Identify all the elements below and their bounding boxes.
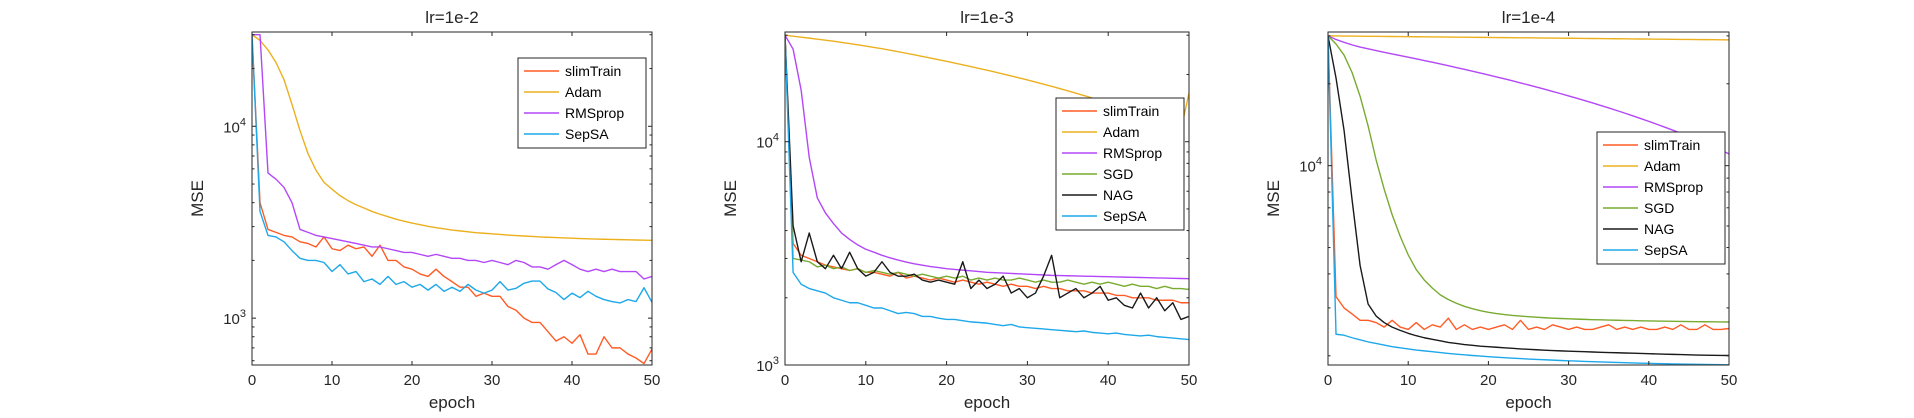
- chart-panel-3: 0 10 20 30 40 50 104 lr=1e-4 epoch MSE slimTrain Ad…: [1264, 8, 1737, 412]
- series-line-sepsa: [785, 35, 1189, 341]
- chart-title: lr=1e-2: [425, 8, 478, 27]
- legend: slimTrain Adam RMSprop SepSA: [517, 57, 647, 149]
- legend-item-slimtrain: slimTrain: [1603, 137, 1700, 153]
- series-line-nag: [785, 35, 1189, 321]
- series-line-sepsa: [252, 34, 652, 304]
- legend-label: slimTrain: [1103, 103, 1159, 119]
- y-tick-label: 103: [756, 355, 779, 375]
- legend-label: RMSprop: [1103, 145, 1162, 161]
- series-line-sgd: [1328, 35, 1729, 323]
- legend-label: SepSA: [1644, 242, 1688, 258]
- chart-panel-1: 0 10 20 30 40 50 103 104 lr=1e-2 epoch MSE slimTrai…: [188, 8, 660, 412]
- legend-box: [1596, 131, 1726, 265]
- x-axis-label: epoch: [1505, 393, 1551, 412]
- legend-item-sgd: SGD: [1062, 166, 1133, 182]
- x-tick-label: 40: [1640, 372, 1657, 389]
- legend-item-rmsprop: RMSprop: [524, 105, 624, 121]
- series-line-sgd: [785, 35, 1189, 291]
- legend-label: slimTrain: [1644, 137, 1700, 153]
- legend-label: SGD: [1644, 200, 1674, 216]
- x-axis-label: epoch: [964, 393, 1010, 412]
- y-tick-label: 104: [223, 116, 246, 136]
- legend-item-rmsprop: RMSprop: [1603, 179, 1703, 195]
- legend-label: slimTrain: [565, 63, 621, 79]
- legend-label: NAG: [1103, 187, 1133, 203]
- legend-label: SGD: [1103, 166, 1133, 182]
- y-tick-label: 103: [223, 308, 246, 328]
- plot-frame: [784, 31, 1190, 366]
- legend-label: SepSA: [1103, 208, 1147, 224]
- x-tick-label: 50: [1181, 372, 1198, 389]
- legend-item-sgd: SGD: [1603, 200, 1674, 216]
- legend-item-sepsa: SepSA: [1062, 208, 1147, 224]
- x-tick-label: 50: [1721, 372, 1738, 389]
- plot-frame: [251, 31, 653, 366]
- series-line-sepsa: [1328, 35, 1729, 365]
- y-axis-label: MSE: [721, 180, 740, 217]
- legend-item-rmsprop: RMSprop: [1062, 145, 1162, 161]
- legend-item-adam: Adam: [524, 84, 602, 100]
- plot-frame: [1327, 31, 1730, 366]
- legend-item-sepsa: SepSA: [1603, 242, 1688, 258]
- x-tick-label: 0: [1324, 372, 1332, 389]
- legend-box: [517, 57, 647, 149]
- x-tick-label: 0: [781, 372, 789, 389]
- x-tick-label: 20: [404, 372, 421, 389]
- x-tick-label: 30: [484, 372, 501, 389]
- legend-item-sepsa: SepSA: [524, 126, 609, 142]
- x-tick-label: 30: [1019, 372, 1036, 389]
- legend-label: RMSprop: [1644, 179, 1703, 195]
- series-line-rmsprop: [1328, 35, 1729, 155]
- x-tick-label: 20: [1480, 372, 1497, 389]
- legend-item-adam: Adam: [1062, 124, 1140, 140]
- y-axis-label: MSE: [1264, 180, 1283, 217]
- series-line-adam: [252, 34, 652, 242]
- legend-label: Adam: [1644, 158, 1681, 174]
- x-axis-label: epoch: [429, 393, 475, 412]
- chart-panels: 0 10 20 30 40 50 103 104 lr=1e-2 epoch MSE slimTrai…: [188, 8, 1737, 412]
- legend-item-nag: NAG: [1603, 221, 1674, 237]
- x-tick-label: 40: [1100, 372, 1117, 389]
- legend-label: SepSA: [565, 126, 609, 142]
- y-tick-label: 104: [756, 132, 779, 152]
- chart-title: lr=1e-4: [1502, 8, 1555, 27]
- legend-label: NAG: [1644, 221, 1674, 237]
- y-tick-label: 104: [1299, 156, 1322, 176]
- series-line-slimtrain: [252, 34, 652, 365]
- x-tick-label: 30: [1560, 372, 1577, 389]
- x-tick-label: 0: [248, 372, 256, 389]
- x-tick-label: 20: [938, 372, 955, 389]
- series-line-adam: [1328, 35, 1729, 41]
- legend-item-slimtrain: slimTrain: [524, 63, 621, 79]
- series-line-nag: [1328, 35, 1729, 357]
- x-tick-label: 10: [857, 372, 874, 389]
- legend: slimTrain Adam RMSprop SGD NAG SepSA: [1596, 131, 1726, 265]
- legend-label: RMSprop: [565, 105, 624, 121]
- legend-item-slimtrain: slimTrain: [1062, 103, 1159, 119]
- x-tick-label: 40: [564, 372, 581, 389]
- x-tick-label: 50: [644, 372, 661, 389]
- chart-panel-2: 0 10 20 30 40 50 103 104 lr=1e-3 epoch MSE slimTrai…: [721, 8, 1197, 412]
- x-tick-label: 10: [1400, 372, 1417, 389]
- legend-item-adam: Adam: [1603, 158, 1681, 174]
- series-line-rmsprop: [785, 34, 1189, 280]
- y-axis-label: MSE: [188, 180, 207, 217]
- chart-title: lr=1e-3: [960, 8, 1013, 27]
- legend: slimTrain Adam RMSprop SGD NAG SepSA: [1055, 97, 1185, 231]
- x-tick-label: 10: [324, 372, 341, 389]
- legend-label: Adam: [1103, 124, 1140, 140]
- legend-item-nag: NAG: [1062, 187, 1133, 203]
- legend-label: Adam: [565, 84, 602, 100]
- legend-box: [1055, 97, 1185, 231]
- series-line-slimtrain: [1328, 35, 1729, 331]
- series-line-rmsprop: [252, 34, 652, 280]
